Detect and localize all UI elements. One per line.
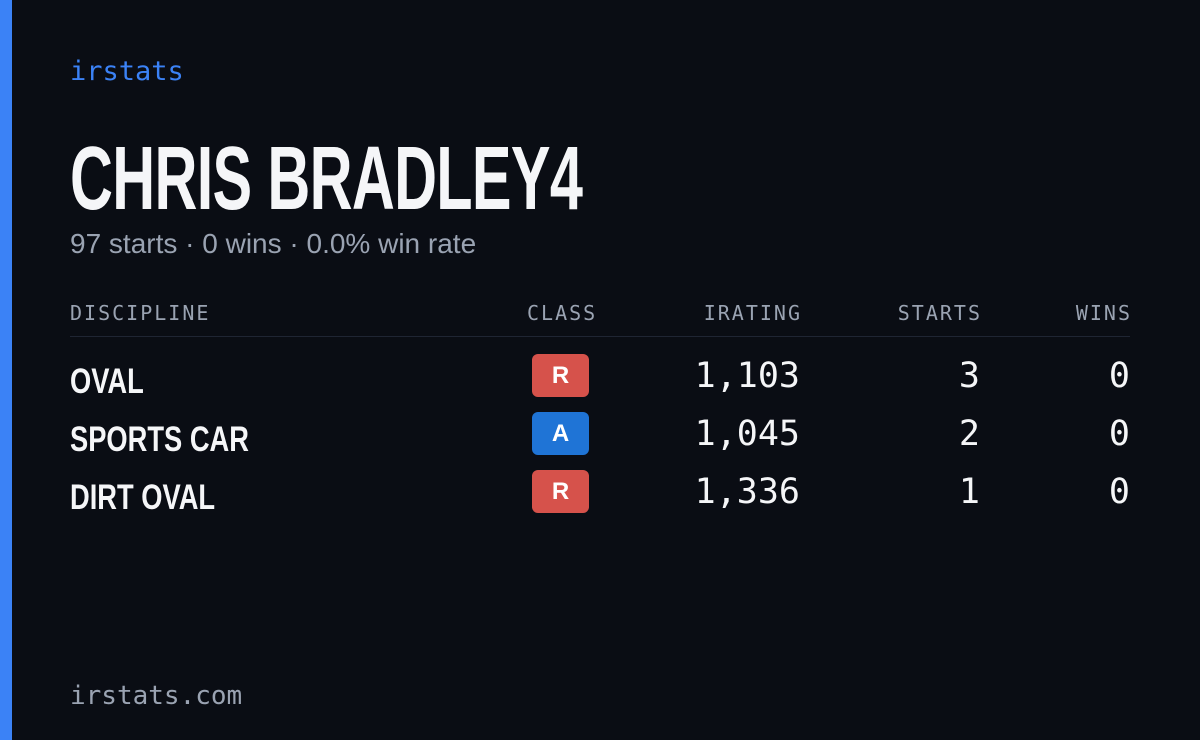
class-badge: R bbox=[532, 354, 589, 397]
irating: 1,336 bbox=[694, 472, 800, 512]
header: IRATING bbox=[703, 301, 802, 325]
irating: 1,045 bbox=[694, 414, 800, 454]
discipline: DIRT OVAL bbox=[70, 478, 216, 517]
irating: 1,103 bbox=[694, 356, 800, 396]
wins: 0 bbox=[1108, 414, 1130, 454]
brand: irstats bbox=[70, 56, 184, 87]
discipline: SPORTS CAR bbox=[70, 420, 249, 459]
divider bbox=[70, 336, 1130, 337]
discipline: OVAL bbox=[70, 362, 144, 401]
class-badge: A bbox=[532, 412, 589, 455]
header: STARTS bbox=[897, 301, 982, 325]
summary: 97 starts · 0 wins · 0.0% win rate bbox=[70, 228, 477, 259]
starts: 2 bbox=[958, 414, 980, 454]
header: WINS bbox=[1075, 301, 1132, 325]
starts: 3 bbox=[958, 356, 980, 396]
wins: 0 bbox=[1108, 356, 1130, 396]
driver-name: CHRIS BRADLEY4 bbox=[70, 129, 583, 229]
accent-stripe bbox=[0, 0, 12, 740]
class-badge: R bbox=[532, 470, 589, 513]
wins: 0 bbox=[1108, 472, 1130, 512]
header: DISCIPLINE bbox=[70, 301, 211, 325]
header: CLASS bbox=[527, 301, 598, 325]
footer-url: irstats.com bbox=[70, 681, 243, 711]
starts: 1 bbox=[958, 472, 980, 512]
